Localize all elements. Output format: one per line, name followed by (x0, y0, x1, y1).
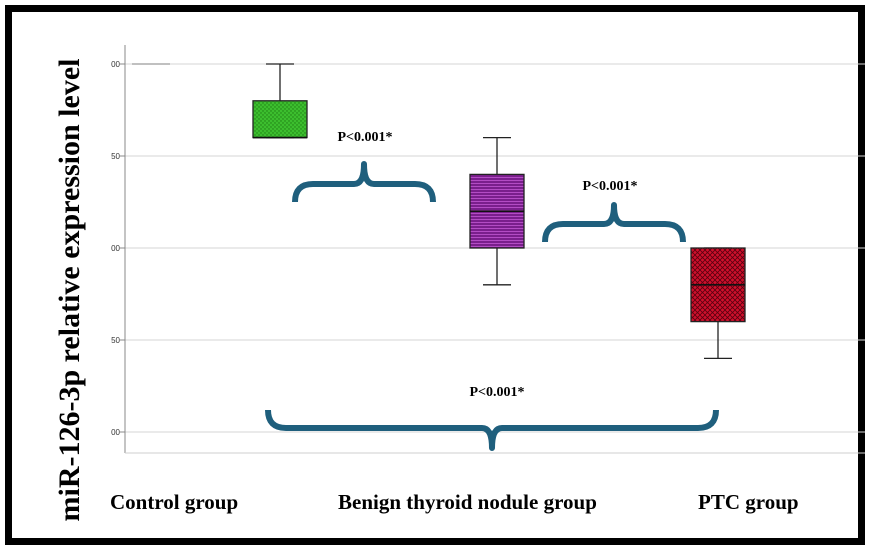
y-tick-label: 50 (111, 152, 120, 161)
p-value-label: P<0.001* (337, 130, 392, 145)
significance-bracket-1 (292, 161, 436, 203)
y-tick-label: 00 (111, 244, 120, 253)
y-tick-label: 00 (111, 60, 120, 69)
y-tick-label: 00 (111, 428, 120, 437)
p-value-label: P<0.001* (469, 385, 524, 400)
p-value-label: P<0.001* (582, 179, 637, 194)
x-category-label: Control group (110, 490, 239, 514)
x-category-label: PTC group (698, 490, 799, 514)
box-0 (252, 63, 308, 139)
box-1 (469, 136, 525, 286)
box-iqr (252, 100, 308, 139)
y-tick-label: 50 (111, 336, 120, 345)
significance-bracket-3 (265, 409, 719, 451)
y-axis-label: miR-126-3p relative expression level (53, 58, 86, 522)
x-category-label: Benign thyroid nodule group (338, 490, 597, 514)
box-2 (690, 247, 746, 360)
significance-bracket-2 (542, 202, 686, 243)
